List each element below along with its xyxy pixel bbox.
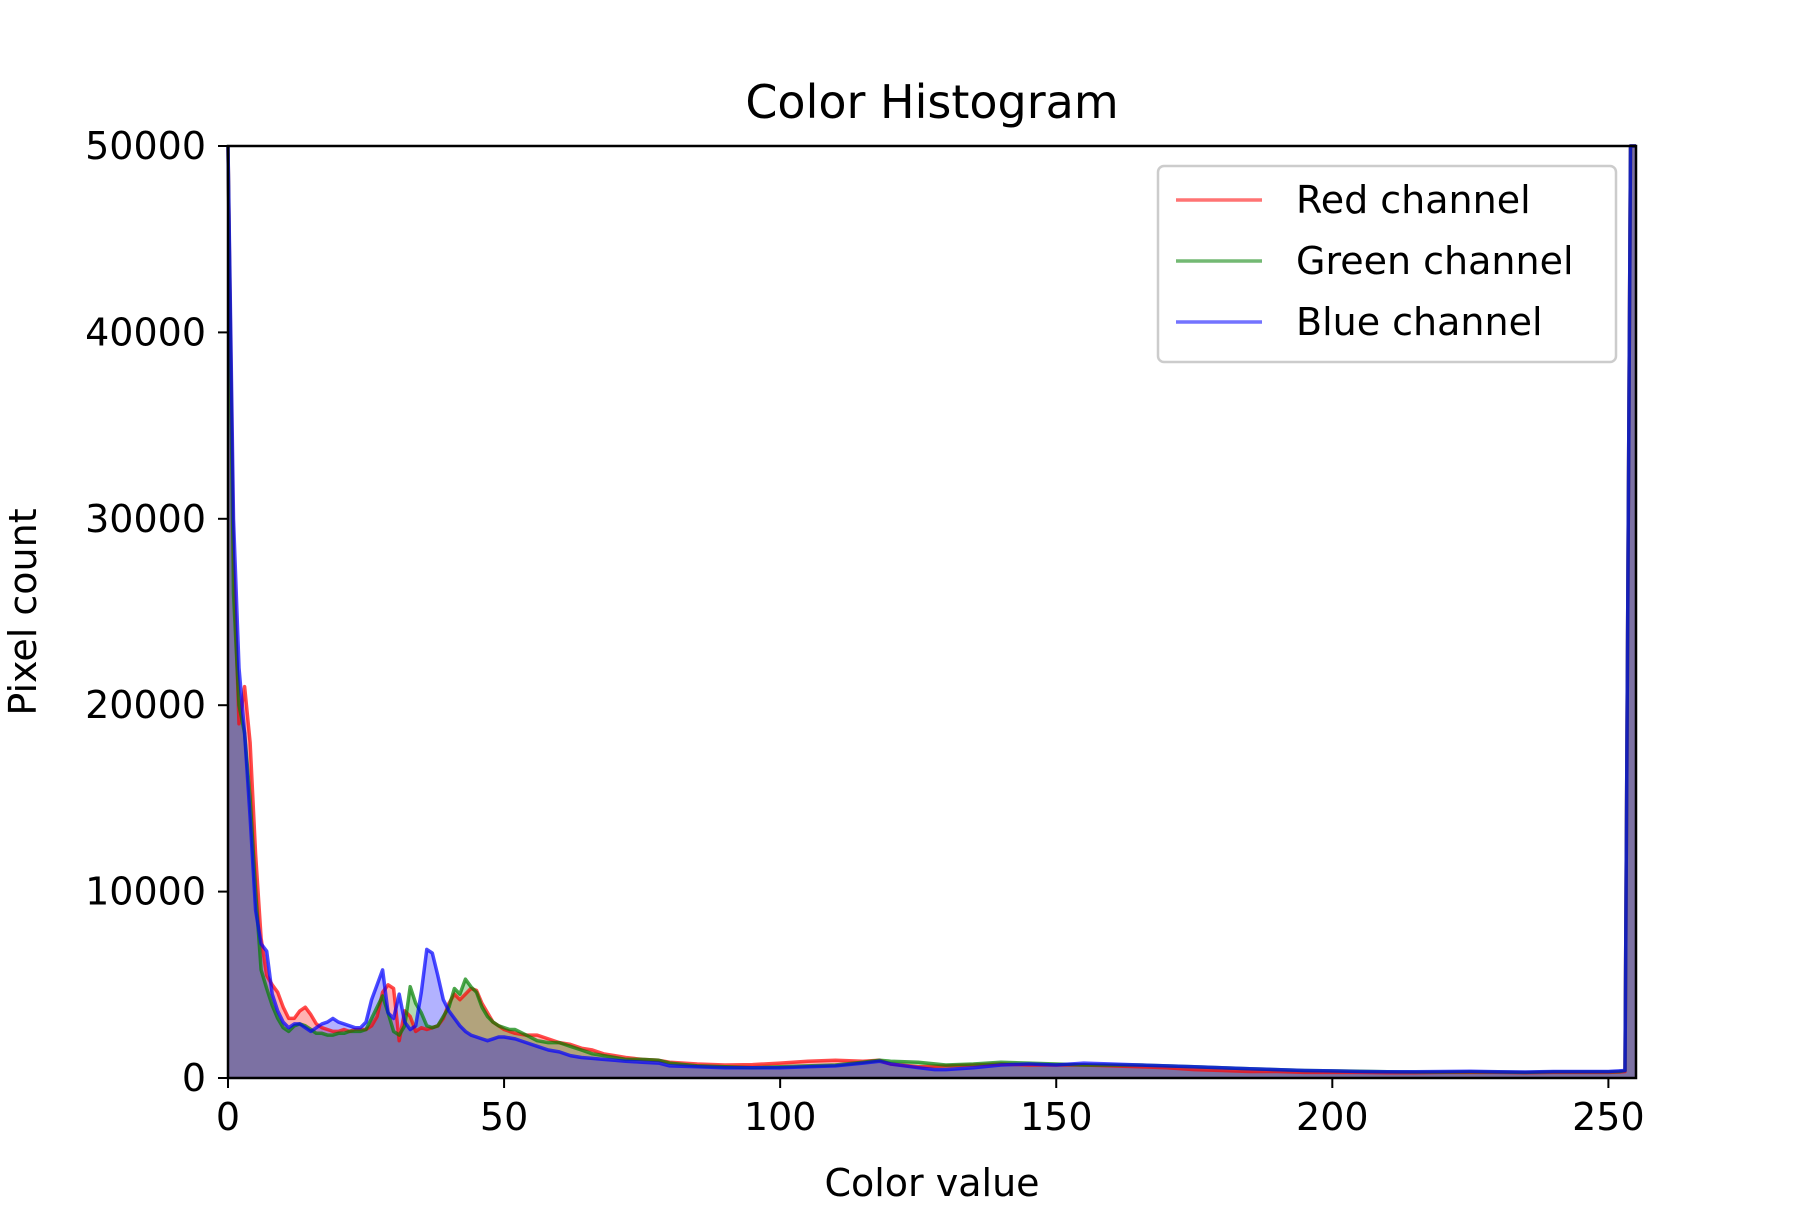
x-tick-label: 250 [1572,1095,1645,1139]
x-axis-ticks: 0 50 100 150 200 250 [216,1078,1645,1139]
y-tick-label: 10000 [85,870,206,914]
blue-channel-line [226,144,1636,1074]
x-tick-label: 150 [1020,1095,1093,1139]
y-tick-label: 40000 [85,310,206,354]
chart-title: Color Histogram [745,75,1118,129]
x-tick-label: 50 [480,1095,528,1139]
red-channel-legend-label: Red channel [1296,178,1531,222]
legend: Red channel Green channel Blue channel [1156,164,1618,364]
plot-frame [226,144,1638,1080]
x-axis-label: Color value [824,1161,1039,1200]
y-tick-label: 20000 [85,683,206,727]
x-tick-label: 100 [744,1095,817,1139]
x-tick-label: 200 [1296,1095,1369,1139]
x-tick-label: 0 [216,1095,240,1139]
y-tick-label: 50000 [85,124,206,168]
series-lines [226,144,1636,1075]
y-tick-label: 0 [182,1056,206,1100]
green-channel-legend-label: Green channel [1296,239,1574,283]
blue-channel-legend-label: Blue channel [1296,300,1543,344]
y-tick-label: 30000 [85,497,206,541]
y-axis-label: Pixel count [1,508,45,715]
legend-box [1156,164,1618,364]
y-axis-ticks: 0 10000 20000 30000 40000 50000 [85,124,228,1100]
